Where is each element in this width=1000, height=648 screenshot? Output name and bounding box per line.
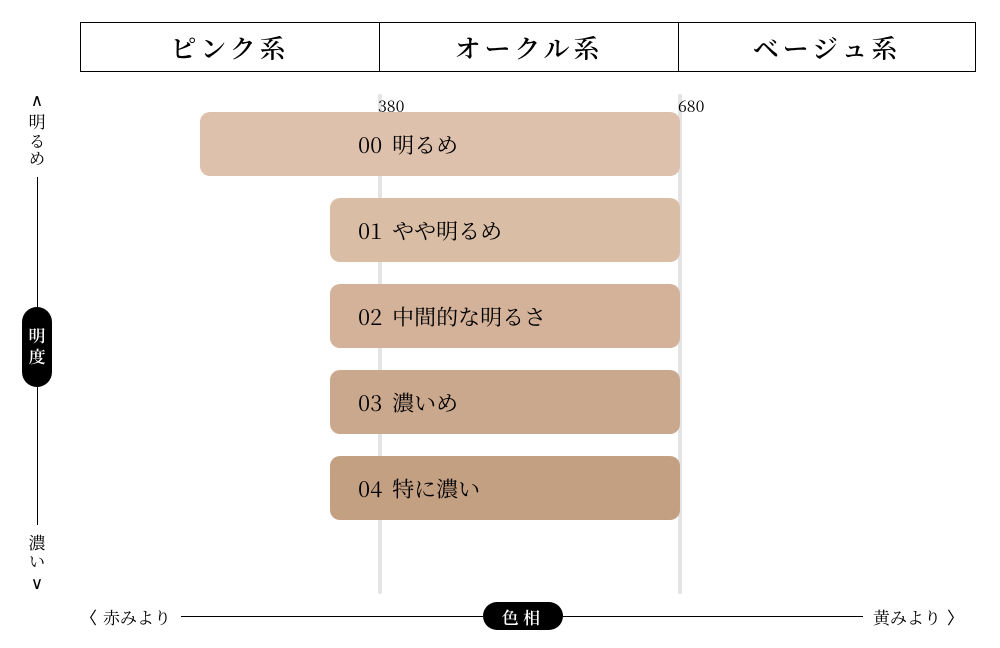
shade-label: 中間的な明るさ [392,301,546,332]
shade-number: 01 [358,215,382,246]
axis-right-label: 黄みより [873,604,941,629]
shade-number: 04 [358,473,382,504]
axis-line [37,177,38,307]
arrow-right-icon: 〉 [947,604,964,629]
shade-bar: 02 中間的な明るさ [330,284,680,348]
shade-label: 明るめ [392,129,458,160]
brightness-axis: ∧ 明るめ明度濃い ∨ [19,92,55,600]
shade-bar: 03 濃いめ [330,370,680,434]
arrow-left-icon: 〈 [80,604,97,629]
shade-number: 02 [358,301,382,332]
axis-line [37,387,38,525]
arrow-down-icon: ∨ [31,575,43,592]
axis-top-label: 明るめ [25,113,50,169]
axis-line [563,616,863,617]
shade-bar: 01 やや明るめ [330,198,680,262]
axis-bottom-label: 濃い [25,533,50,570]
shade-bar: 00 明るめ [200,112,680,176]
column-header: オークル系 [379,22,679,72]
hue-axis: 〈赤みより 色相 黄みより〉 [80,602,978,630]
shade-label: やや明るめ [392,215,502,246]
axis-pill: 色相 [483,602,563,630]
axis-line [181,616,483,617]
shade-label: 濃いめ [392,387,458,418]
shade-number: 00 [358,129,382,160]
shade-label: 特に濃い [392,473,480,504]
axis-left-label: 赤みより [103,604,171,629]
column-header-row: ピンク系オークル系ベージュ系 [80,22,976,72]
axis-pill: 明度 [22,307,52,387]
column-header: ベージュ系 [678,22,976,72]
shade-bar: 04 特に濃い [330,456,680,520]
shade-number: 03 [358,387,382,418]
arrow-up-icon: ∧ [31,92,43,109]
column-header: ピンク系 [80,22,380,72]
